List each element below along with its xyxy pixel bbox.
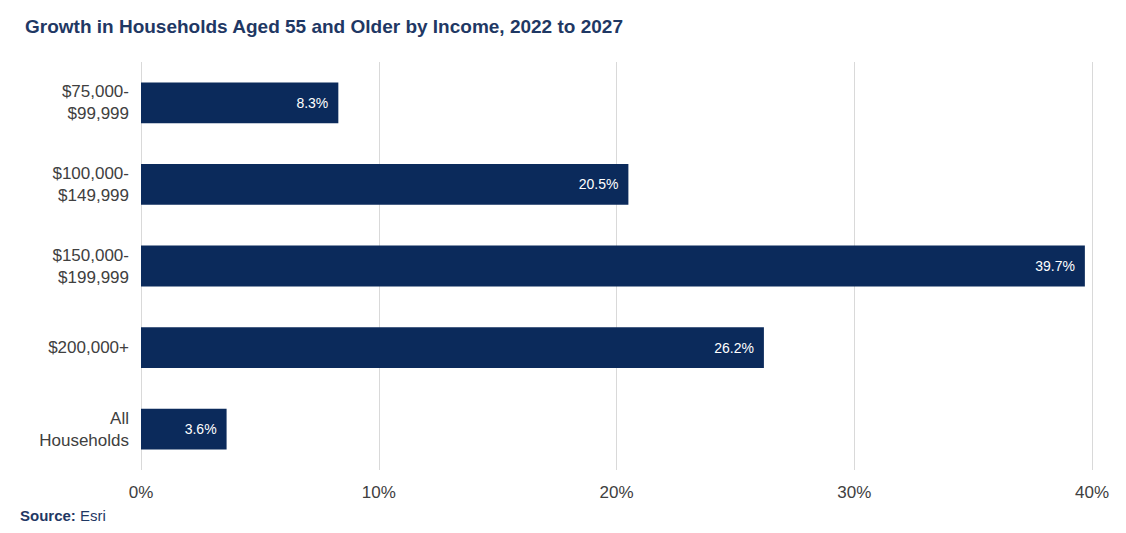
svg-text:39.7%: 39.7% [1035, 258, 1075, 274]
svg-text:All: All [110, 409, 129, 428]
svg-text:$99,999: $99,999 [68, 104, 129, 123]
svg-text:$200,000+: $200,000+ [48, 338, 129, 357]
svg-text:30%: 30% [837, 483, 871, 502]
svg-text:Households: Households [39, 431, 129, 450]
svg-text:$100,000-: $100,000- [52, 164, 129, 183]
svg-text:10%: 10% [362, 483, 396, 502]
svg-text:26.2%: 26.2% [714, 340, 754, 356]
svg-text:8.3%: 8.3% [296, 95, 328, 111]
svg-text:20.5%: 20.5% [579, 176, 619, 192]
svg-text:Esri: Esri [76, 507, 106, 524]
svg-text:$199,999: $199,999 [58, 268, 129, 287]
svg-text:Source:: Source: [20, 507, 76, 524]
svg-text:3.6%: 3.6% [185, 421, 217, 437]
svg-text:20%: 20% [599, 483, 633, 502]
svg-text:Growth in Households Aged 55 a: Growth in Households Aged 55 and Older b… [25, 16, 623, 37]
svg-text:$150,000-: $150,000- [52, 246, 129, 265]
svg-text:40%: 40% [1075, 483, 1109, 502]
svg-text:0%: 0% [129, 483, 154, 502]
svg-text:$75,000-: $75,000- [62, 82, 129, 101]
svg-text:$149,999: $149,999 [58, 186, 129, 205]
